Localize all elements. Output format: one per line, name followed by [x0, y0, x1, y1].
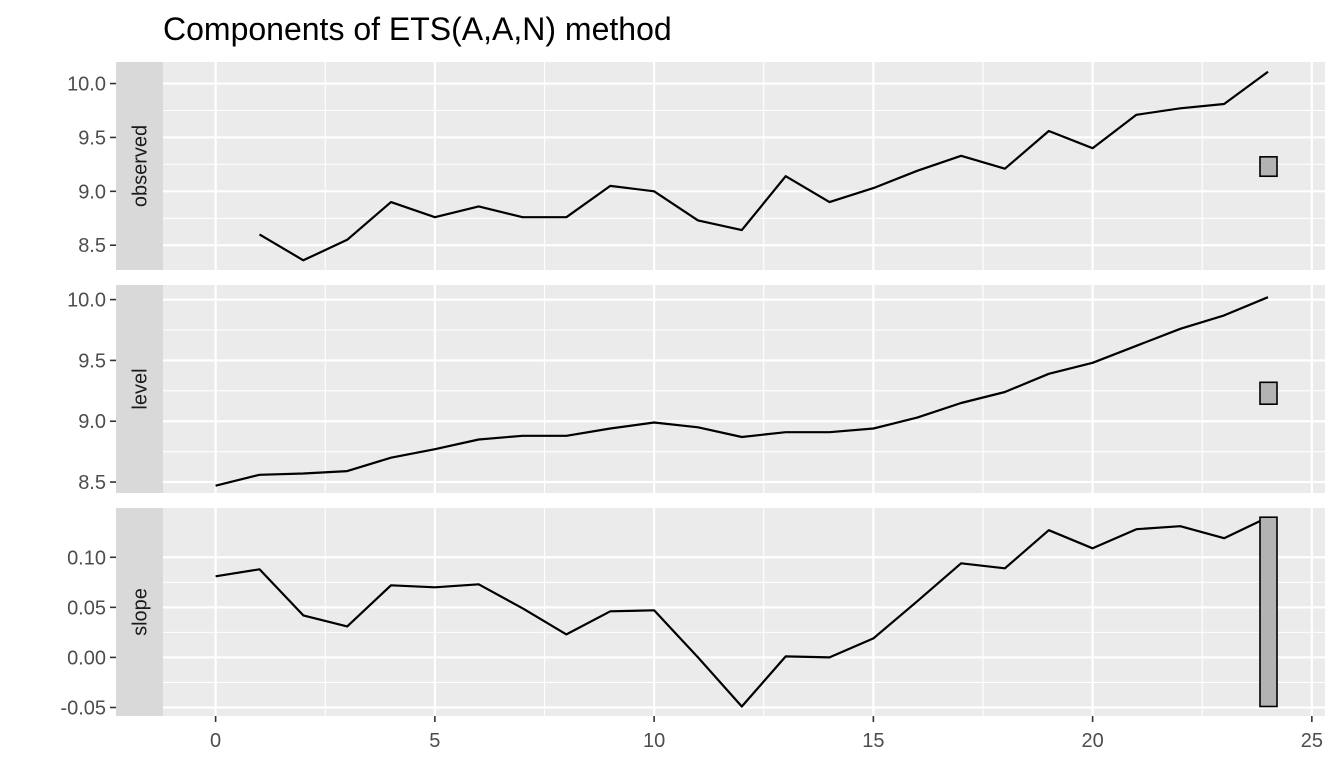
panel-slope: slope -0.05 0.00 0.05 0.10 — [60, 508, 1325, 719]
scale-bar-level — [1259, 381, 1278, 406]
strip-observed — [116, 62, 163, 270]
chart-title: Components of ETS(A,A,N) method — [163, 11, 672, 47]
x-tick-label: 25 — [1301, 730, 1323, 752]
panel-background — [163, 285, 1325, 493]
y-tick-label: 9.0 — [78, 181, 106, 203]
strip-label-slope: slope — [130, 588, 152, 636]
y-tick-label: 9.5 — [78, 127, 106, 149]
y-tick-label: 8.5 — [78, 235, 106, 257]
panel-background — [163, 508, 1325, 716]
series-line-observed — [258, 70, 1269, 262]
y-tick-label: 0.10 — [67, 547, 106, 569]
y-tick-label: -0.05 — [60, 697, 106, 719]
x-tick-label: 0 — [210, 730, 221, 752]
y-tick-label: 8.5 — [78, 472, 106, 494]
scale-bar-slope — [1259, 516, 1278, 708]
strip-label-observed: observed — [130, 125, 152, 207]
series-line-level — [215, 296, 1269, 487]
x-tick-label: 5 — [429, 730, 440, 752]
x-axis: 0 5 10 15 20 25 — [210, 716, 1323, 752]
scale-bar-observed — [1259, 156, 1278, 178]
strip-slope — [116, 508, 163, 716]
y-tick-label: 10.0 — [67, 290, 106, 312]
x-tick-label: 15 — [862, 730, 884, 752]
y-tick-label: 9.5 — [78, 350, 106, 372]
panel-background — [163, 62, 1325, 270]
y-tick-label: 10.0 — [67, 74, 106, 96]
y-tick-label: 0.00 — [67, 647, 106, 669]
y-tick-label: 9.0 — [78, 411, 106, 433]
x-tick-label: 10 — [643, 730, 665, 752]
y-tick-label: 0.05 — [67, 597, 106, 619]
series-line-slope — [215, 516, 1269, 708]
strip-level — [116, 285, 163, 493]
panel-observed: observed 8.5 9.0 9.5 10.0 — [67, 62, 1325, 270]
strip-label-level: level — [130, 368, 152, 409]
panel-level: level 8.5 9.0 9.5 10.0 — [67, 285, 1325, 494]
x-tick-label: 20 — [1081, 730, 1103, 752]
facet-panels: observed 8.5 9.0 9.5 10.0 level 8.5 9.0 9.5 10.0 s… — [60, 62, 1325, 719]
